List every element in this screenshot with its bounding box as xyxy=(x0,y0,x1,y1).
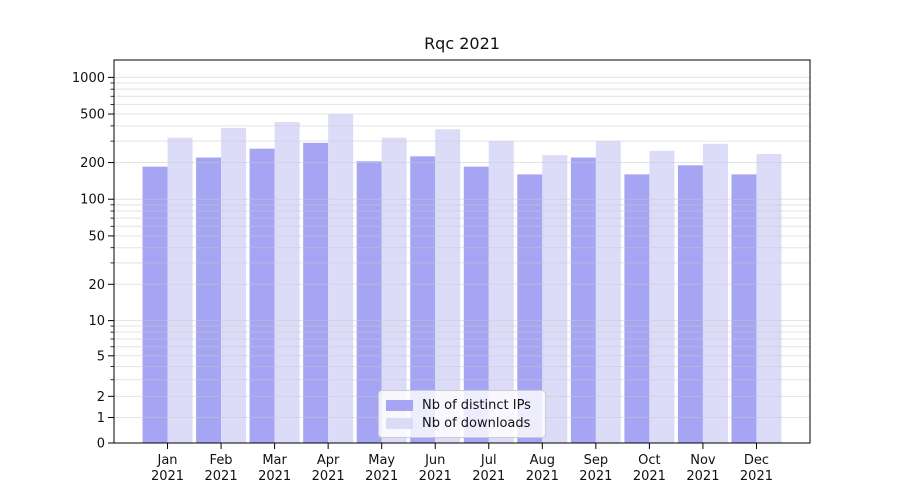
x-tick-label-year: 2021 xyxy=(633,469,666,484)
y-tick-label: 500 xyxy=(80,108,105,123)
x-tick-label-month: May xyxy=(368,453,395,468)
bar-downloads xyxy=(756,154,782,443)
x-tick-label-month: Apr xyxy=(317,453,340,468)
bar-downloads xyxy=(595,141,621,443)
legend-label-distinct-ips: Nb of distinct IPs xyxy=(422,397,531,413)
legend-swatch-downloads xyxy=(386,417,413,429)
y-tick-label: 1000 xyxy=(72,71,105,86)
bar-downloads xyxy=(274,122,300,443)
x-tick-label-month: Sep xyxy=(584,453,609,468)
x-tick-label-month: Jun xyxy=(424,453,445,468)
x-tick-label-year: 2021 xyxy=(472,469,505,484)
bar-distinct-ips xyxy=(303,142,329,443)
bar-downloads xyxy=(542,155,568,443)
x-tick-label-year: 2021 xyxy=(419,469,452,484)
bar-distinct-ips xyxy=(624,174,650,443)
x-tick-label-year: 2021 xyxy=(686,469,719,484)
bar-distinct-ips xyxy=(570,157,596,443)
y-tick-label: 1 xyxy=(97,411,105,426)
y-tick-label: 0 xyxy=(97,437,105,452)
legend-item-downloads: Nb of downloads xyxy=(386,415,537,431)
x-tick-label-month: Aug xyxy=(530,453,555,468)
x-tick-label-month: Nov xyxy=(690,453,716,468)
x-tick-label-year: 2021 xyxy=(205,469,238,484)
x-tick-label-year: 2021 xyxy=(526,469,559,484)
bar-distinct-ips xyxy=(249,148,275,443)
y-tick-label: 5 xyxy=(97,349,105,364)
x-tick-label-month: Mar xyxy=(262,453,287,468)
x-tick-label-month: Dec xyxy=(744,453,769,468)
x-tick-label-month: Jul xyxy=(480,453,497,468)
legend-label-downloads: Nb of downloads xyxy=(422,415,531,431)
bar-distinct-ips xyxy=(731,174,757,443)
bar-downloads xyxy=(649,150,675,443)
legend-swatch-distinct-ips xyxy=(386,399,413,411)
legend-item-distinct-ips: Nb of distinct IPs xyxy=(386,397,537,413)
x-tick-label-year: 2021 xyxy=(579,469,612,484)
x-tick-label-year: 2021 xyxy=(365,469,398,484)
y-tick-label: 2 xyxy=(97,390,105,405)
chart-title: Rqc 2021 xyxy=(424,34,500,53)
y-tick-label: 200 xyxy=(80,156,105,171)
bar-distinct-ips xyxy=(677,165,703,443)
y-tick-label: 10 xyxy=(88,314,105,329)
x-tick-label-year: 2021 xyxy=(258,469,291,484)
x-tick-label-month: Oct xyxy=(638,453,660,468)
y-tick-label: 20 xyxy=(88,278,105,293)
plot-border xyxy=(113,59,811,444)
bar-downloads xyxy=(702,143,728,443)
bar-distinct-ips xyxy=(142,166,168,444)
bar-downloads xyxy=(221,127,247,443)
x-tick-label-month: Jan xyxy=(157,453,178,468)
x-tick-label-year: 2021 xyxy=(740,469,773,484)
bar-distinct-ips xyxy=(196,157,222,443)
x-tick-label-year: 2021 xyxy=(151,469,184,484)
y-tick-label: 50 xyxy=(88,229,105,244)
x-tick-label-month: Feb xyxy=(210,453,233,468)
x-tick-label-year: 2021 xyxy=(312,469,345,484)
bar-downloads xyxy=(328,114,354,444)
bar-downloads xyxy=(167,137,193,443)
legend: Nb of distinct IPs Nb of downloads xyxy=(378,390,546,438)
y-tick-label: 100 xyxy=(80,193,105,208)
